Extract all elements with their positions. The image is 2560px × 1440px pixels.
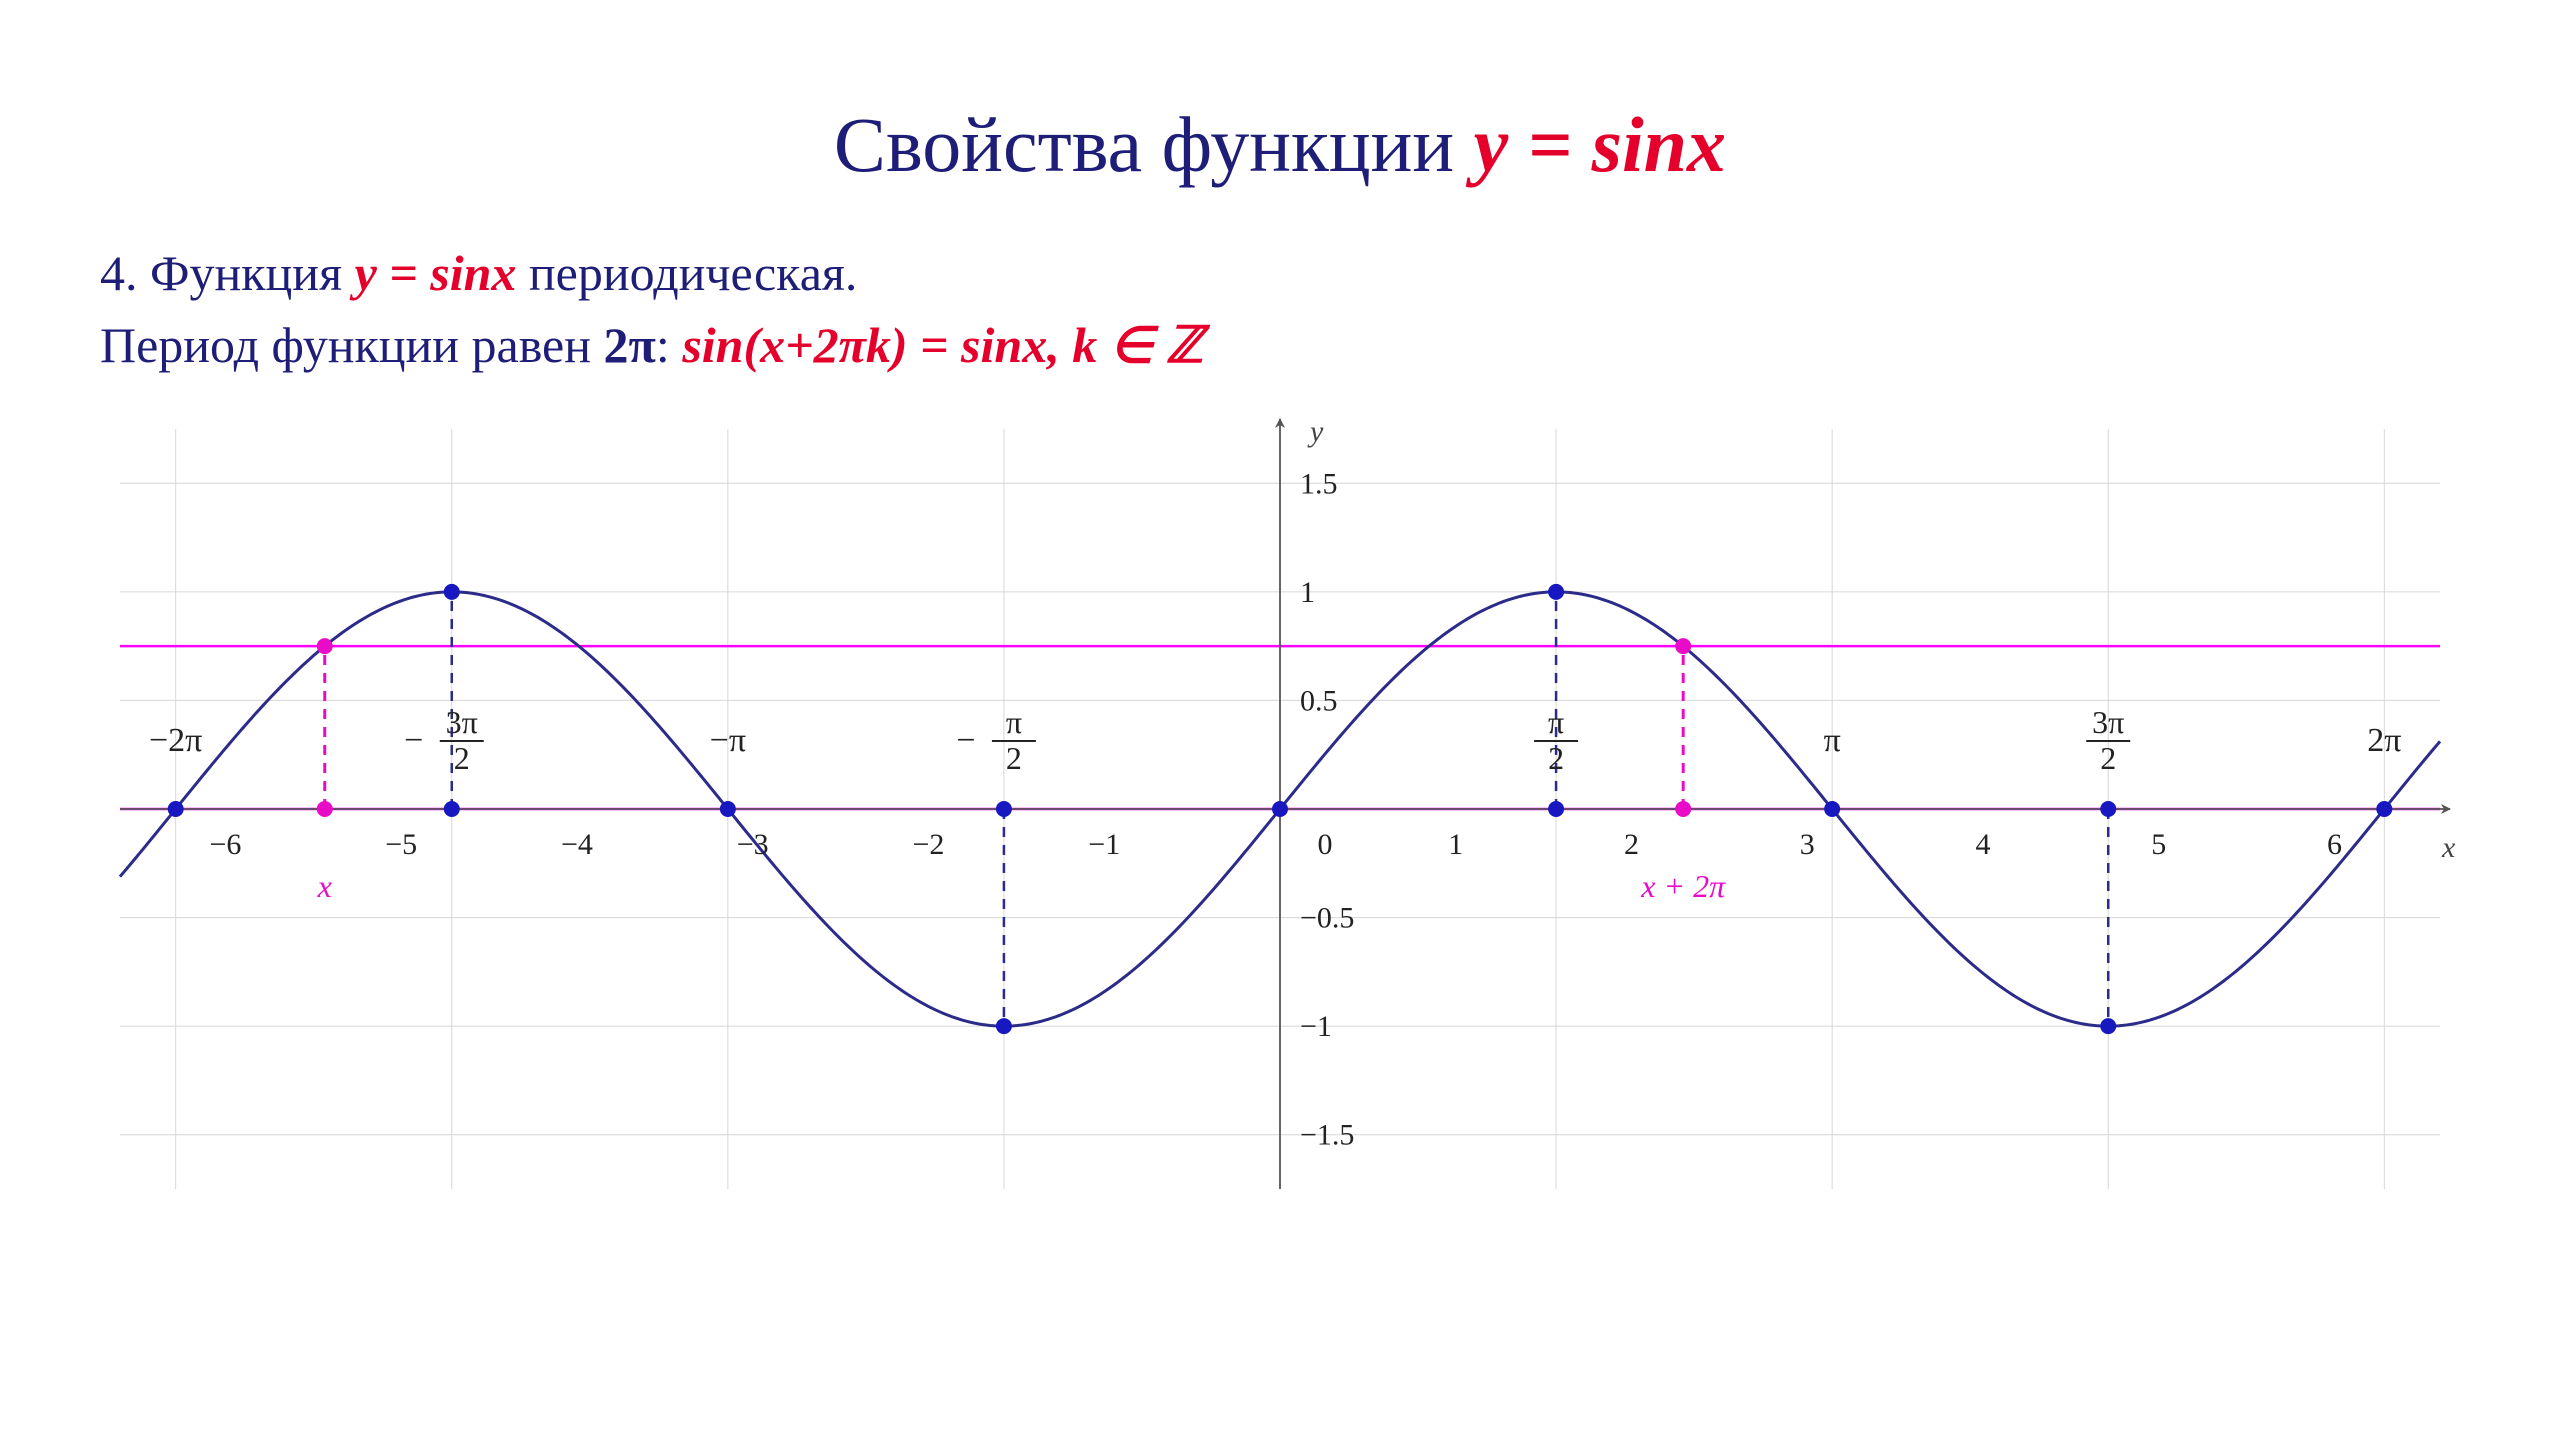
svg-text:−π: −π	[710, 722, 746, 759]
svg-text:−: −	[956, 722, 975, 759]
text-line-1: 4. Функция y = sinx периодическая.	[100, 240, 2460, 308]
svg-text:−1: −1	[1300, 1010, 1332, 1043]
svg-text:2: 2	[1624, 828, 1639, 861]
svg-text:x: x	[317, 868, 332, 904]
page-title: Свойства функции y = sinx	[100, 100, 2460, 190]
svg-text:2π: 2π	[2367, 722, 2401, 759]
svg-text:3π: 3π	[2092, 704, 2124, 740]
svg-text:π: π	[1006, 704, 1022, 740]
svg-text:4: 4	[1976, 828, 1991, 861]
svg-text:3: 3	[1800, 828, 1815, 861]
svg-text:0: 0	[1318, 828, 1333, 861]
svg-text:−5: −5	[385, 828, 417, 861]
svg-text:5: 5	[2151, 828, 2166, 861]
svg-text:3π: 3π	[446, 704, 478, 740]
line2-eq: sin(x+2πk) = sinx	[682, 317, 1047, 373]
svg-text:−3: −3	[737, 828, 769, 861]
svg-text:π: π	[1824, 722, 1841, 759]
svg-text:2: 2	[1548, 740, 1564, 776]
svg-text:6: 6	[2327, 828, 2342, 861]
line2-twopi: 2π	[604, 317, 656, 373]
svg-text:2: 2	[454, 740, 470, 776]
svg-text:y: y	[1307, 415, 1324, 448]
svg-text:−1: −1	[1088, 828, 1120, 861]
svg-text:−1.5: −1.5	[1300, 1119, 1354, 1152]
sine-chart: −6−5−4−3−2−112345600.511.5−0.5−1−1.5yx−2…	[100, 409, 2460, 1209]
svg-text:0.5: 0.5	[1300, 684, 1338, 717]
line1-num: 4.	[100, 245, 150, 301]
line2-comma: ,	[1047, 317, 1072, 373]
svg-text:−4: −4	[561, 828, 593, 861]
svg-text:1: 1	[1448, 828, 1463, 861]
line2-t1: Период функции равен	[100, 317, 604, 373]
svg-text:2: 2	[1006, 740, 1022, 776]
svg-text:−0.5: −0.5	[1300, 902, 1354, 935]
svg-text:x + 2π: x + 2π	[1640, 868, 1726, 904]
svg-text:x: x	[2441, 831, 2456, 864]
line1-t1: Функция	[150, 245, 355, 301]
line1-fn: y = sinx	[355, 245, 517, 301]
svg-text:1: 1	[1300, 576, 1315, 609]
title-fn: y = sinx	[1474, 101, 1726, 188]
line1-t2: периодическая.	[516, 245, 857, 301]
line2-colon: :	[656, 317, 682, 373]
svg-text:−6: −6	[209, 828, 241, 861]
sine-chart-svg: −6−5−4−3−2−112345600.511.5−0.5−1−1.5yx−2…	[100, 409, 2480, 1209]
svg-text:1.5: 1.5	[1300, 467, 1338, 500]
line2-k: k ∈ ℤ	[1072, 317, 1203, 373]
title-prefix: Свойства функции	[834, 101, 1474, 188]
svg-text:−: −	[404, 722, 423, 759]
svg-text:−2: −2	[913, 828, 945, 861]
svg-text:−2π: −2π	[149, 722, 202, 759]
svg-text:2: 2	[2100, 740, 2116, 776]
text-line-2: Период функции равен 2π: sin(x+2πk) = si…	[100, 312, 2460, 380]
svg-text:π: π	[1548, 704, 1564, 740]
